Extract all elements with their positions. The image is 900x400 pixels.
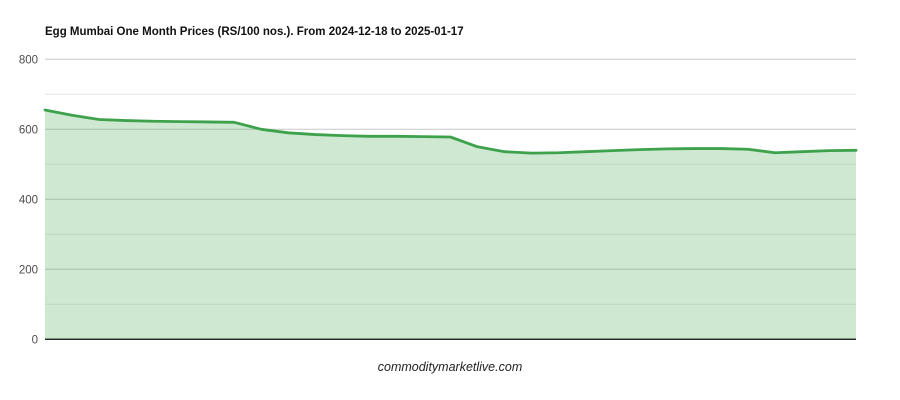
price-area-fill <box>45 110 856 340</box>
y-axis-tick-label: 600 <box>19 124 38 136</box>
chart-title: Egg Mumbai One Month Prices (RS/100 nos.… <box>45 26 464 38</box>
y-axis-tick-label: 200 <box>19 264 38 276</box>
price-line <box>43 108 858 155</box>
watermark-text: commoditymarketlive.com <box>377 360 523 374</box>
y-axis-tick-label: 800 <box>19 54 38 66</box>
y-axis-tick-label: 0 <box>32 334 38 346</box>
y-axis-tick-label: 400 <box>19 194 38 206</box>
